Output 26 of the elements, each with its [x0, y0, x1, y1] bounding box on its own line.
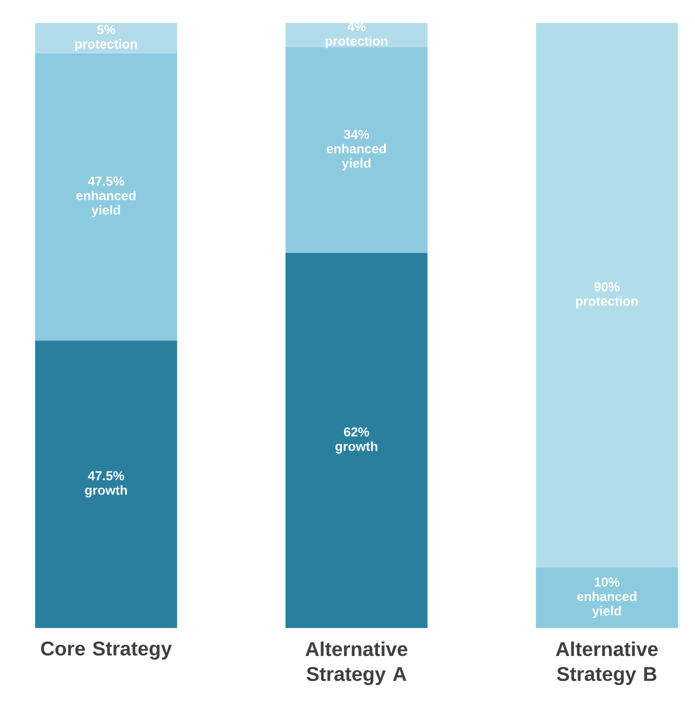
bar	[285, 47, 428, 253]
series-label: protection	[326, 36, 388, 48]
text: growth	[84, 485, 127, 498]
text: protection	[576, 296, 638, 308]
x-tick-label: Alternative Strategy A	[305, 642, 408, 686]
bar	[536, 22, 678, 568]
data-label: 62%	[344, 427, 370, 436]
text: enhanced yield	[326, 144, 386, 170]
bar	[536, 567, 678, 628]
data-label: 47.5%	[88, 471, 124, 480]
data-label: 5%	[97, 25, 116, 34]
data-label: 34%	[344, 130, 370, 139]
x-tick-label: Core Strategy	[40, 642, 172, 660]
series-label: growth	[335, 441, 378, 454]
bar	[35, 53, 178, 341]
text: protection	[75, 39, 137, 52]
text: enhanced yield	[76, 190, 136, 218]
bar	[285, 22, 428, 48]
bar	[35, 22, 178, 54]
data-label: 90%	[594, 282, 620, 292]
x-tick-label: Alternative Strategy B	[556, 642, 658, 686]
data-label: 10%	[594, 577, 620, 587]
series-label: enhanced yield	[577, 592, 636, 618]
bar	[285, 252, 428, 628]
bar	[35, 340, 178, 628]
data-label: 47.5%	[88, 176, 124, 186]
